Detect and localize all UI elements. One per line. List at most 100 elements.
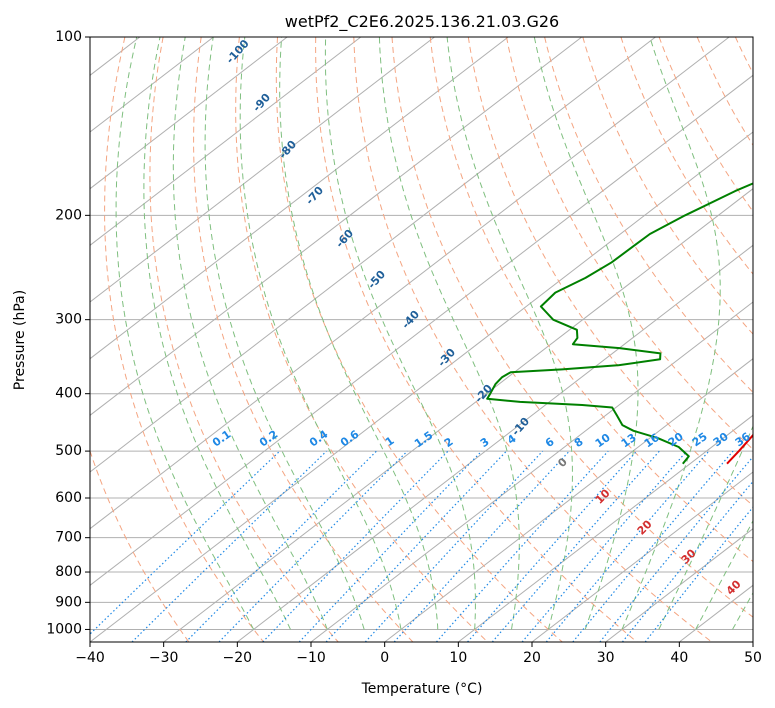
moist-adiabat-line (695, 519, 753, 630)
y-tick-label: 1000 (46, 621, 82, 637)
isotherm-gridline (384, 358, 753, 642)
dry-adiabat-label: -60 (333, 227, 356, 251)
dewpoint-line (486, 182, 753, 465)
mixing-ratio-label: 25 (690, 430, 710, 449)
y-tick-label: 100 (55, 29, 82, 45)
mixing-ratio-line (599, 455, 753, 642)
background-lines (0, 37, 753, 642)
dry-adiabat-label: -70 (303, 184, 326, 208)
mixing-ratio-line (435, 450, 609, 642)
moist-adiabat-line (621, 37, 721, 630)
moist-adiabat-line (239, 37, 402, 630)
isotherm-gridline (0, 37, 66, 642)
moist-adiabat-line (658, 425, 753, 630)
moist-adiabat-line (172, 37, 328, 630)
isotherm-gridline (531, 471, 753, 642)
moist-adiabat-label: 10 (593, 486, 613, 506)
mixing-ratio-line (90, 450, 281, 635)
mixing-ratio-line (621, 480, 753, 642)
isotherm-gridline (90, 37, 435, 303)
y-tick-label: 600 (55, 490, 82, 506)
dry-adiabat-line (658, 37, 753, 213)
dry-adiabat-line (734, 37, 753, 75)
mixing-ratio-line (131, 450, 327, 642)
x-tick-label: 40 (670, 650, 688, 666)
mixing-ratio-line (467, 450, 638, 642)
moist-adiabat-line (143, 37, 291, 630)
isotherm-gridline (90, 37, 730, 530)
isotherm-gridline (163, 188, 753, 642)
dry-adiabat-line (315, 37, 638, 642)
isotherm-gridline (90, 131, 753, 642)
dry-adiabat-label: -40 (399, 308, 422, 332)
mixing-ratio-line (325, 450, 507, 642)
moist-adiabat-label: 20 (635, 517, 655, 537)
dry-adiabat-line (467, 37, 753, 507)
mixing-ratio-line (644, 506, 753, 642)
mixing-ratio-line (185, 450, 377, 642)
dry-adiabat-line (506, 37, 753, 451)
x-tick-label: −40 (75, 650, 105, 666)
x-tick-label: 50 (744, 650, 762, 666)
mixing-ratio-label: 0.6 (338, 427, 362, 449)
mixing-ratio-line (521, 450, 688, 642)
x-tick-label: −30 (149, 650, 179, 666)
isotherm-gridline (236, 244, 753, 642)
mixing-ratio-label: 2 (442, 435, 456, 450)
moist-adiabat-label: 0 (555, 455, 570, 470)
isotherm-gridline (90, 37, 214, 133)
mixing-ratio-label: 1.5 (412, 429, 435, 451)
x-tick-label: 20 (523, 650, 541, 666)
moist-adiabat-line (378, 37, 520, 630)
mixing-ratio-line (545, 450, 710, 642)
dry-adiabat-line (620, 37, 753, 275)
y-tick-label: 200 (55, 207, 82, 223)
x-axis-label: Temperature (°C) (361, 681, 483, 697)
mixing-ratio-label: 20 (666, 430, 686, 450)
y-tick-label: 400 (55, 386, 82, 402)
isotherm-gridline (90, 37, 362, 246)
x-tick-label: 0 (380, 650, 389, 666)
isotherm-gridline (605, 528, 753, 642)
moist-adiabat-line (533, 37, 639, 630)
isotherm-gridline (90, 37, 583, 416)
plot-frame (89, 36, 754, 643)
x-tick-label: 10 (449, 650, 467, 666)
isotherm-gridline (457, 414, 753, 642)
dry-adiabat-line (429, 37, 753, 563)
mixing-ratio-label: 8 (572, 435, 586, 450)
moist-adiabat-line (732, 591, 753, 630)
plot-area (0, 37, 753, 642)
moist-adiabat-line (279, 37, 439, 630)
dry-adiabat-line (353, 37, 713, 642)
mixing-ratio-label: 30 (711, 430, 731, 450)
isotherm-gridline (90, 37, 656, 473)
y-tick-label: 800 (55, 564, 82, 580)
dry-adiabat-line (235, 37, 488, 642)
dry-adiabat-line (275, 37, 563, 642)
x-tick-label: −10 (296, 650, 326, 666)
sounding-lines (486, 182, 753, 465)
chart-title: wetPf2_C2E6.2025.136.21.03.G26 (285, 12, 559, 32)
mixing-ratio-line (393, 450, 570, 642)
dry-adiabat-line (544, 37, 753, 394)
mixing-ratio-label: 10 (593, 431, 613, 451)
x-tick-label: 30 (597, 650, 615, 666)
dry-adiabat-label: -30 (435, 346, 458, 370)
mixing-ratio-label: 0.4 (307, 427, 331, 449)
isotherm-gridline (310, 301, 753, 642)
mixing-ratio-line (491, 450, 660, 642)
mixing-ratio-label: 1 (383, 434, 397, 449)
mixing-ratio-line (218, 450, 408, 642)
y-tick-label: 900 (55, 594, 82, 610)
y-tick-label: 300 (55, 312, 82, 328)
y-axis-label: Pressure (hPa) (12, 290, 28, 390)
mixing-ratio-line (298, 450, 483, 642)
dry-adiabat-line (149, 37, 339, 642)
dry-adiabat-line (696, 37, 753, 147)
moist-adiabat-line (324, 37, 476, 630)
moist-adiabat-line (115, 37, 255, 630)
x-tick-label: −20 (223, 650, 253, 666)
dry-adiabat-line (104, 37, 264, 642)
